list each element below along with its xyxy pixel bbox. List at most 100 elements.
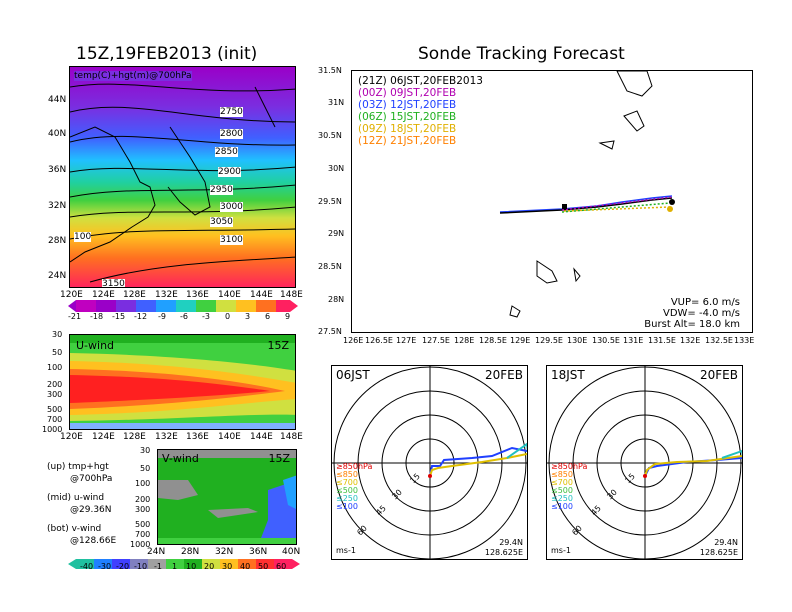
- lon-tick: 136E: [186, 432, 209, 442]
- legend-item: (09Z) 18JST,20FEB: [358, 123, 457, 135]
- hodograph-date: 20FEB: [485, 368, 523, 382]
- pressure-tick: 1000: [42, 425, 63, 434]
- u-wind-label: U-wind: [76, 339, 115, 352]
- contour-label: 2900: [218, 167, 241, 177]
- lon-tick: 127.5E: [422, 336, 450, 345]
- pressure-tick: 100: [135, 479, 151, 488]
- hodograph-06jst: 06JST 20FEB 15 30 45 60 ≥850hPa ≤850 ≤70…: [331, 365, 528, 560]
- level-legend: ≤250: [551, 494, 573, 503]
- level-legend: ≤100: [336, 502, 358, 511]
- colorbar-tick: 10: [186, 562, 197, 571]
- colorbar-tick: 50: [258, 562, 269, 571]
- colorbar-tick: -12: [134, 312, 148, 321]
- colorbar-tick: -10: [134, 562, 148, 571]
- pressure-tick: 700: [47, 415, 63, 424]
- lat-tick: 31N: [328, 98, 345, 107]
- lat-tick: 28N: [328, 295, 345, 304]
- hodograph-date: 20FEB: [700, 368, 738, 382]
- legend-item: (21Z) 06JST,20FEB2013: [358, 75, 483, 87]
- colorbar-tick: 1: [172, 562, 178, 571]
- left-title: 15Z,19FEB2013 (init): [76, 44, 258, 64]
- level-legend: ≤850: [551, 470, 573, 479]
- colorbar-tick: 3: [245, 312, 251, 321]
- lat-tick: 44N: [48, 95, 67, 105]
- pressure-tick: 200: [135, 495, 151, 504]
- pressure-tick: 30: [140, 446, 151, 455]
- note-line: (bot) v-wind: [47, 524, 102, 534]
- contour-label: 3050: [210, 217, 233, 227]
- colorbar-tick: 9: [285, 312, 291, 321]
- v-wind-cross-section: V-wind 15Z: [157, 449, 297, 545]
- legend-item: (00Z) 09JST,20FEB: [358, 87, 457, 99]
- lon-tick: 132E: [155, 290, 178, 300]
- lon-tick: 129.5E: [535, 336, 563, 345]
- contour-label: 2950: [210, 185, 233, 195]
- note-line: @29.36N: [70, 505, 112, 515]
- pressure-tick: 300: [47, 390, 63, 399]
- lat-tick: 36N: [249, 547, 268, 557]
- colorbar-tick: 0: [225, 312, 231, 321]
- contour-label: 3100: [220, 235, 243, 245]
- temp-field-svg: [70, 67, 295, 287]
- v-wind-time: 15Z: [268, 452, 290, 465]
- sonde-track-map: (21Z) 06JST,20FEB2013 (00Z) 09JST,20FEB …: [351, 70, 753, 333]
- level-legend: ≥850hPa: [336, 462, 373, 471]
- pressure-tick: 700: [135, 530, 151, 539]
- level-legend: ≤700: [336, 478, 358, 487]
- u-wind-time: 15Z: [267, 339, 289, 352]
- pressure-tick: 500: [47, 405, 63, 414]
- colorbar-tick: 6: [265, 312, 271, 321]
- level-legend: ≤500: [336, 486, 358, 495]
- lat-tick: 29.5N: [318, 197, 342, 206]
- lon-tick: 129E: [510, 336, 531, 345]
- pressure-tick: 100: [47, 363, 63, 372]
- level-legend: ≤850: [336, 470, 358, 479]
- colorbar-tick: -20: [116, 562, 130, 571]
- colorbar-tick: -40: [80, 562, 94, 571]
- colorbar-tick: -9: [158, 312, 166, 321]
- pressure-tick: 30: [52, 330, 63, 339]
- pressure-tick: 500: [135, 520, 151, 529]
- lat-tick: 36N: [48, 165, 67, 175]
- contour-label: 3000: [220, 202, 243, 212]
- colorbar-tick: -30: [98, 562, 112, 571]
- hodograph-unit: ms-1: [336, 546, 356, 555]
- hodograph-lon: 128.625E: [699, 548, 738, 557]
- lon-tick: 144E: [250, 290, 273, 300]
- track-param: VDW= -4.0 m/s: [663, 308, 740, 319]
- level-legend: ≤500: [551, 486, 573, 495]
- hodograph-time: 06JST: [336, 368, 370, 382]
- contour-label: 3150: [102, 279, 125, 288]
- lon-tick: 133E: [734, 336, 755, 345]
- contour-label: 2850: [215, 147, 238, 157]
- hodograph-svg: [547, 366, 742, 559]
- colorbar-tick: 40: [240, 562, 251, 571]
- lon-tick: 131E: [623, 336, 644, 345]
- lon-tick: 132.5E: [705, 336, 733, 345]
- lat-tick: 28.5N: [318, 262, 342, 271]
- contour-label: 100: [74, 232, 92, 242]
- lat-tick: 30N: [328, 164, 345, 173]
- colorbar-tick: -18: [90, 312, 104, 321]
- wind-colorbar: [68, 559, 300, 569]
- level-legend: ≤250: [336, 494, 358, 503]
- pressure-tick: 50: [52, 348, 63, 357]
- v-wind-label: V-wind: [162, 452, 199, 465]
- colorbar-tick: 20: [204, 562, 215, 571]
- lon-tick: 126E: [343, 336, 364, 345]
- level-legend: ≤100: [551, 502, 573, 511]
- note-line: (up) tmp+hgt: [47, 462, 109, 472]
- colorbar-tick: -1: [154, 562, 162, 571]
- lat-tick: 40N: [48, 129, 67, 139]
- colorbar-tick: -21: [68, 312, 82, 321]
- lon-tick: 124E: [92, 290, 115, 300]
- pressure-tick: 200: [47, 380, 63, 389]
- lon-tick: 120E: [60, 290, 83, 300]
- u-wind-cross-section: U-wind 15Z: [69, 334, 296, 430]
- lat-tick: 30.5N: [318, 131, 342, 140]
- contour-label: 2750: [220, 107, 243, 117]
- lon-tick: 128E: [123, 290, 146, 300]
- hodograph-lon: 128.625E: [484, 548, 523, 557]
- lat-tick: 31.5N: [318, 66, 342, 75]
- colorbar-tick: -6: [180, 312, 188, 321]
